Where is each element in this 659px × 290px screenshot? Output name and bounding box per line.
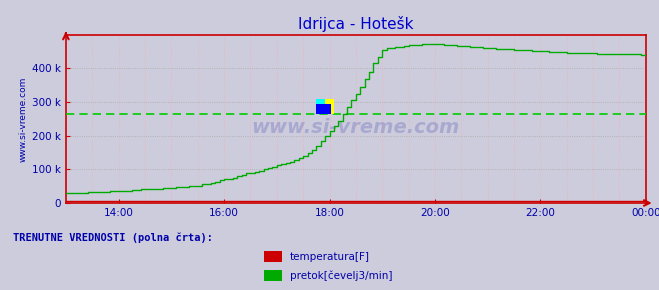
Text: pretok[čevelj3/min]: pretok[čevelj3/min] bbox=[290, 270, 393, 281]
Bar bbox=[316, 99, 334, 114]
Y-axis label: www.si-vreme.com: www.si-vreme.com bbox=[19, 76, 28, 162]
Text: www.si-vreme.com: www.si-vreme.com bbox=[252, 118, 460, 137]
Text: TRENUTNE VREDNOSTI (polna črta):: TRENUTNE VREDNOSTI (polna črta): bbox=[13, 232, 213, 243]
Bar bbox=[316, 104, 331, 114]
Text: temperatura[F]: temperatura[F] bbox=[290, 252, 370, 262]
Title: Idrijca - Hotešk: Idrijca - Hotešk bbox=[298, 16, 414, 32]
Bar bbox=[316, 99, 325, 114]
